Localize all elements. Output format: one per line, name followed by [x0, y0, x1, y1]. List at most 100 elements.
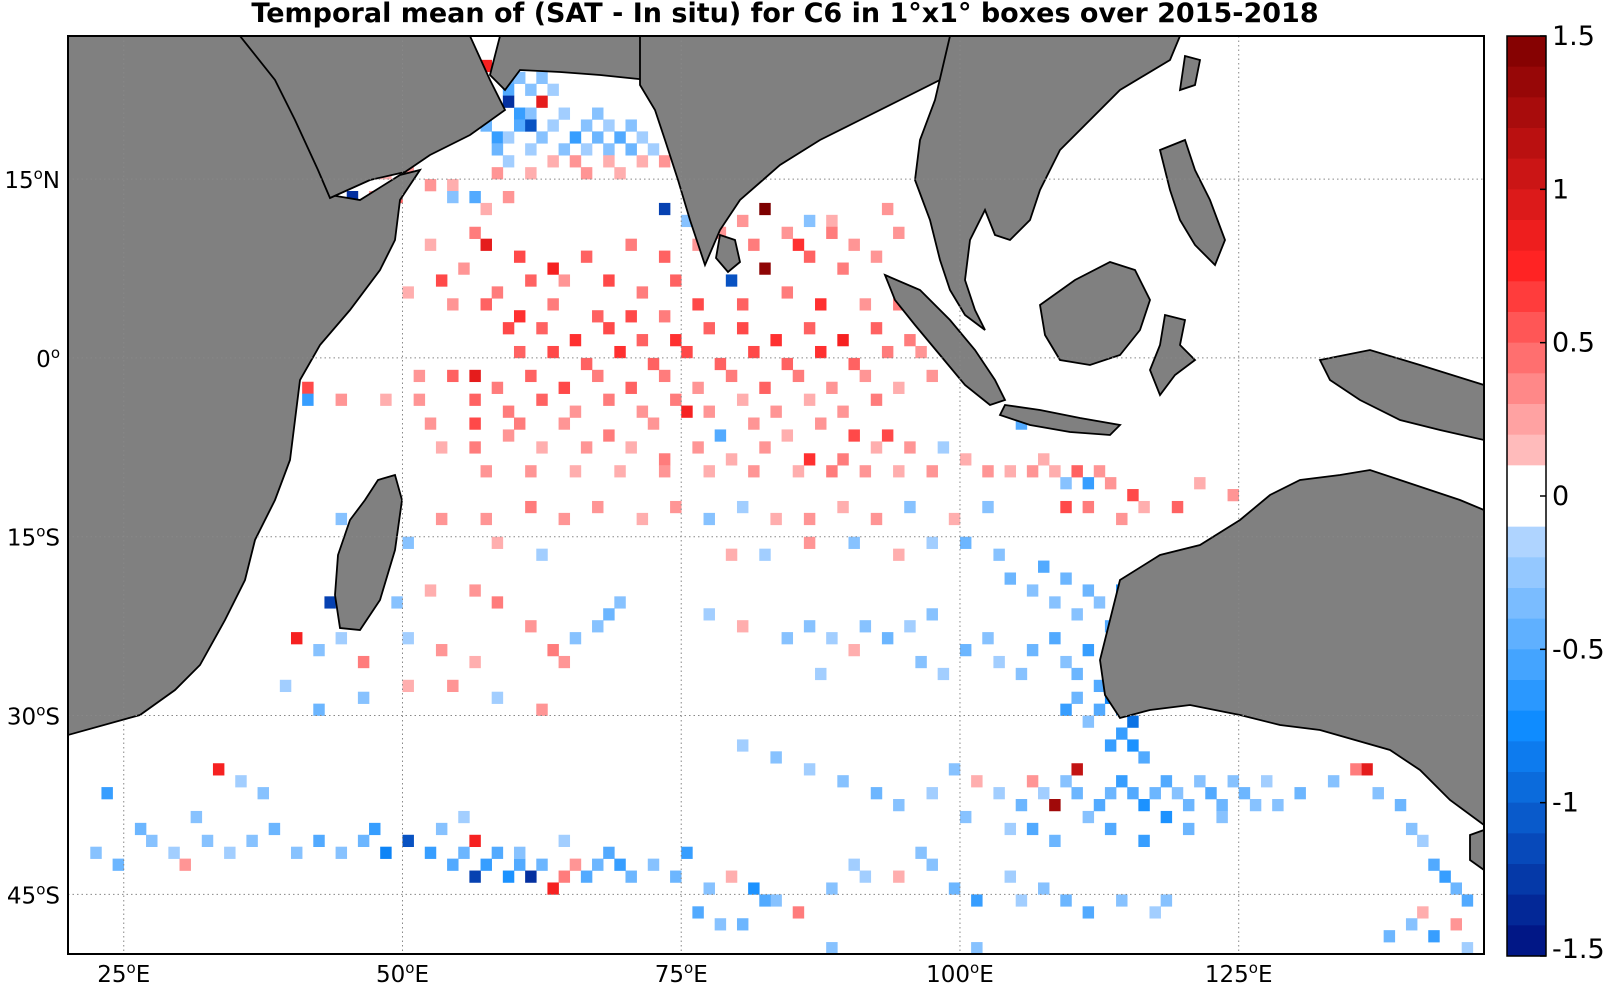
data-cell: [491, 596, 504, 609]
data-cell: [681, 345, 693, 359]
data-cell: [915, 846, 927, 859]
data-cell: [1372, 787, 1384, 800]
data-cell: [748, 465, 760, 478]
data-cell: [703, 405, 715, 418]
data-cell: [859, 620, 872, 633]
data-cell: [658, 465, 671, 478]
data-cell: [714, 226, 727, 239]
data-cell: [926, 787, 938, 800]
data-cell: [335, 512, 348, 526]
data-cell: [558, 655, 571, 669]
data-cell: [424, 584, 437, 597]
data-cell: [469, 369, 481, 383]
data-cell: [491, 131, 504, 144]
land-philippines: [1158, 138, 1226, 267]
data-cell: [547, 345, 559, 359]
colorbar-tick-label: -0.5: [1552, 634, 1605, 665]
data-cell: [1015, 894, 1028, 907]
data-cell: [1026, 775, 1039, 788]
data-cell: [525, 83, 537, 96]
colorbar-segment: [1507, 894, 1546, 926]
data-cell: [971, 894, 983, 907]
data-cell: [647, 417, 660, 430]
land-indochina: [914, 36, 1181, 331]
data-cell: [469, 393, 481, 406]
data-cell: [558, 107, 571, 120]
data-cell: [580, 250, 593, 263]
data-cell: [1082, 810, 1095, 824]
data-cell: [580, 441, 593, 454]
data-cell: [1138, 751, 1150, 764]
data-cell: [558, 834, 571, 848]
colorbar-segment: [1507, 496, 1546, 528]
data-cell: [513, 417, 526, 430]
data-cell: [1060, 775, 1072, 788]
data-cell: [636, 405, 649, 418]
data-cell: [792, 369, 805, 383]
data-cell: [1116, 727, 1128, 740]
data-cell: [480, 512, 492, 526]
y-tick-label: 45oS: [7, 880, 60, 909]
colorbar-segment: [1507, 802, 1546, 834]
data-cell: [703, 322, 715, 335]
data-cell: [748, 238, 760, 251]
data-cell: [759, 262, 771, 275]
data-cell: [469, 584, 481, 597]
data-cell: [1428, 858, 1440, 871]
data-cell: [1149, 906, 1161, 919]
data-cell: [290, 846, 303, 859]
graticule: [68, 36, 1484, 954]
data-cell: [525, 143, 537, 156]
data-cell: [837, 453, 849, 466]
data-cell: [1238, 787, 1251, 800]
data-cell: [614, 131, 626, 144]
data-cell: [658, 250, 671, 263]
data-cell: [424, 238, 437, 251]
data-cell: [614, 167, 626, 180]
data-cell: [469, 655, 481, 669]
y-tick-label: 0o: [36, 344, 60, 373]
data-cell: [558, 870, 571, 883]
data-cell: [569, 465, 582, 478]
data-cell: [770, 512, 782, 526]
data-cell: [714, 429, 727, 442]
data-cell: [982, 465, 994, 478]
data-cell: [815, 667, 827, 681]
data-cell: [781, 286, 794, 299]
data-cell: [324, 596, 336, 609]
data-cell: [402, 679, 414, 693]
data-cell: [569, 131, 582, 144]
data-cell: [480, 858, 492, 871]
data-cell: [1004, 465, 1017, 478]
data-cell: [803, 214, 816, 228]
data-cell: [681, 846, 693, 859]
colorbar-tick-label: 1.5: [1552, 21, 1595, 52]
colorbar-segment: [1507, 925, 1546, 957]
colorbar: 1.5 1 0.5 0 -0.5 -1 -1.5: [1506, 21, 1605, 965]
data-cell: [658, 310, 671, 323]
data-cell: [748, 345, 760, 359]
colorbar-segment: [1507, 404, 1546, 436]
data-cell: [168, 846, 180, 859]
data-cell: [759, 894, 771, 907]
data-cell: [592, 858, 604, 871]
data-cell: [502, 870, 515, 883]
data-cell: [904, 500, 916, 514]
data-cell: [1272, 799, 1284, 812]
data-cell: [1082, 906, 1095, 919]
data-cell: [536, 95, 548, 108]
data-cell: [893, 799, 905, 812]
data-cell: [1383, 930, 1396, 943]
data-cell: [770, 751, 782, 764]
data-cell: [803, 512, 816, 526]
colorbar-segment: [1507, 250, 1546, 282]
data-cell: [1082, 715, 1095, 728]
land-srilanka: [715, 233, 741, 274]
data-cell: [658, 453, 671, 466]
data-cell: [402, 834, 414, 848]
data-cell: [1249, 799, 1262, 812]
data-cell: [681, 405, 693, 418]
data-cell: [592, 369, 604, 383]
data-cell: [1149, 787, 1161, 800]
data-cell: [491, 691, 504, 704]
